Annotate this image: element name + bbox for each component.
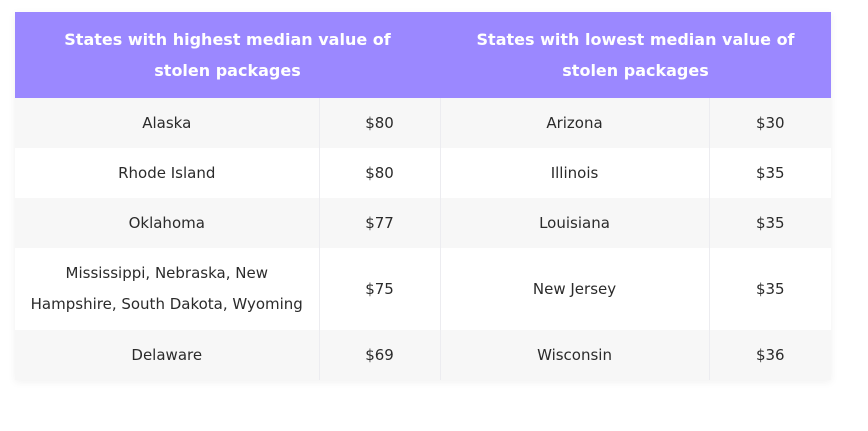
high-value-cell: $75 [318,248,441,330]
table-row: Mississippi, Nebraska, New Hampshire, So… [15,248,832,330]
low-value-cell: $35 [708,148,832,198]
low-value-cell: $35 [708,248,832,330]
high-state-cell: Oklahoma [15,198,319,248]
header-lowest: States with lowest median value of stole… [440,12,832,98]
table-row: Oklahoma $77 Louisiana $35 [15,198,832,248]
high-state-cell: Rhode Island [15,148,319,198]
low-state-cell: Arizona [439,98,710,148]
low-state-cell: New Jersey [439,248,710,330]
high-value-cell: $69 [318,330,441,380]
high-value-cell: $80 [318,98,441,148]
stolen-packages-table: States with highest median value of stol… [15,12,832,380]
high-state-cell: Delaware [15,330,319,380]
high-state-cell: Mississippi, Nebraska, New Hampshire, So… [15,248,319,330]
low-value-cell: $35 [708,198,832,248]
low-state-cell: Wisconsin [439,330,710,380]
stolen-packages-table-container: States with highest median value of stol… [15,12,832,380]
table-header-row: States with highest median value of stol… [15,12,832,98]
high-value-cell: $80 [318,148,441,198]
low-state-cell: Louisiana [439,198,710,248]
table-row: Rhode Island $80 Illinois $35 [15,148,832,198]
header-highest: States with highest median value of stol… [15,12,441,98]
low-value-cell: $36 [708,330,832,380]
low-value-cell: $30 [708,98,832,148]
table-row: Delaware $69 Wisconsin $36 [15,330,832,380]
high-value-cell: $77 [318,198,441,248]
table-row: Alaska $80 Arizona $30 [15,98,832,148]
high-state-cell: Alaska [15,98,319,148]
low-state-cell: Illinois [439,148,710,198]
